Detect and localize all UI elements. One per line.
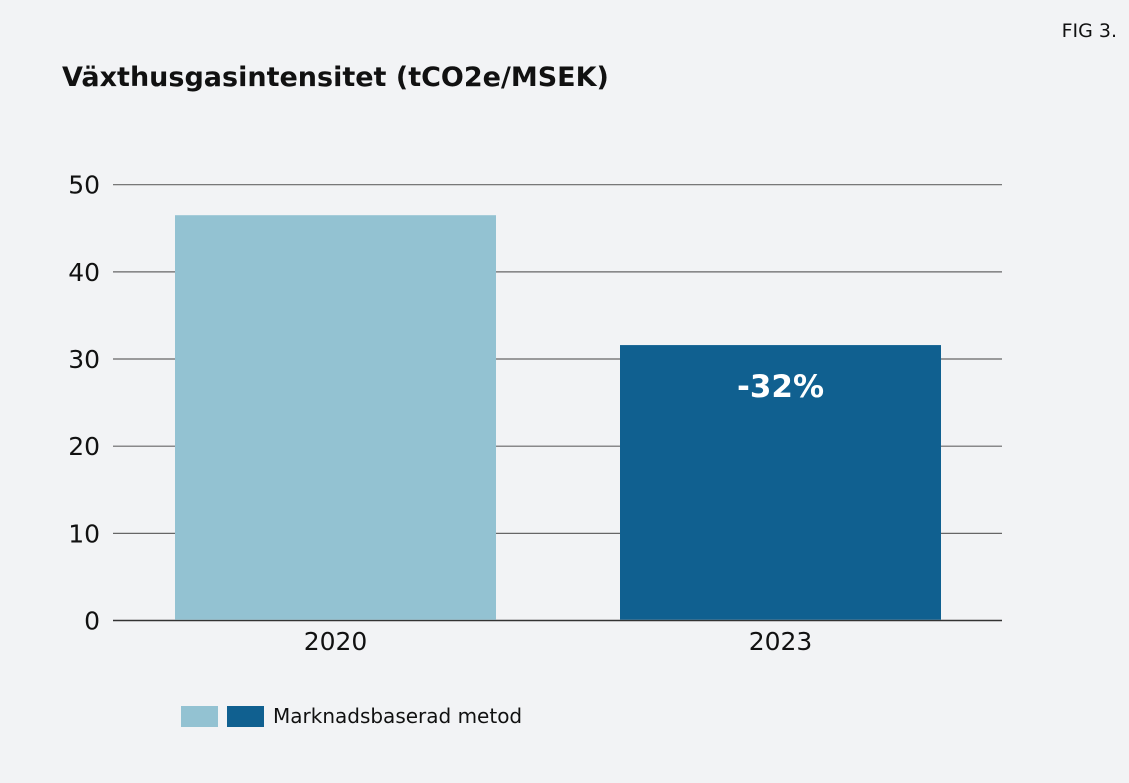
figure-label: FIG 3.	[1061, 20, 1117, 42]
y-tick-label: 0	[84, 607, 100, 636]
bar-2020	[175, 215, 496, 620]
legend-swatch-light	[181, 705, 218, 727]
legend-swatch-dark	[227, 705, 264, 727]
y-tick-label: 30	[68, 345, 100, 374]
y-tick-label: 20	[68, 432, 100, 461]
x-tick-label: 2023	[749, 627, 813, 656]
bar-annotation: -32%	[737, 369, 824, 405]
bar-2023	[620, 345, 941, 620]
y-tick-label: 50	[68, 171, 100, 200]
chart-title: Växthusgasintensitet (tCO2e/MSEK)	[62, 62, 609, 93]
x-tick-label: 2020	[304, 627, 368, 656]
y-tick-label: 10	[68, 519, 100, 548]
legend-label: Marknadsbaserad metod	[273, 704, 523, 728]
legend: Marknadsbaserad metod	[181, 704, 522, 728]
y-tick-label: 40	[68, 258, 100, 287]
